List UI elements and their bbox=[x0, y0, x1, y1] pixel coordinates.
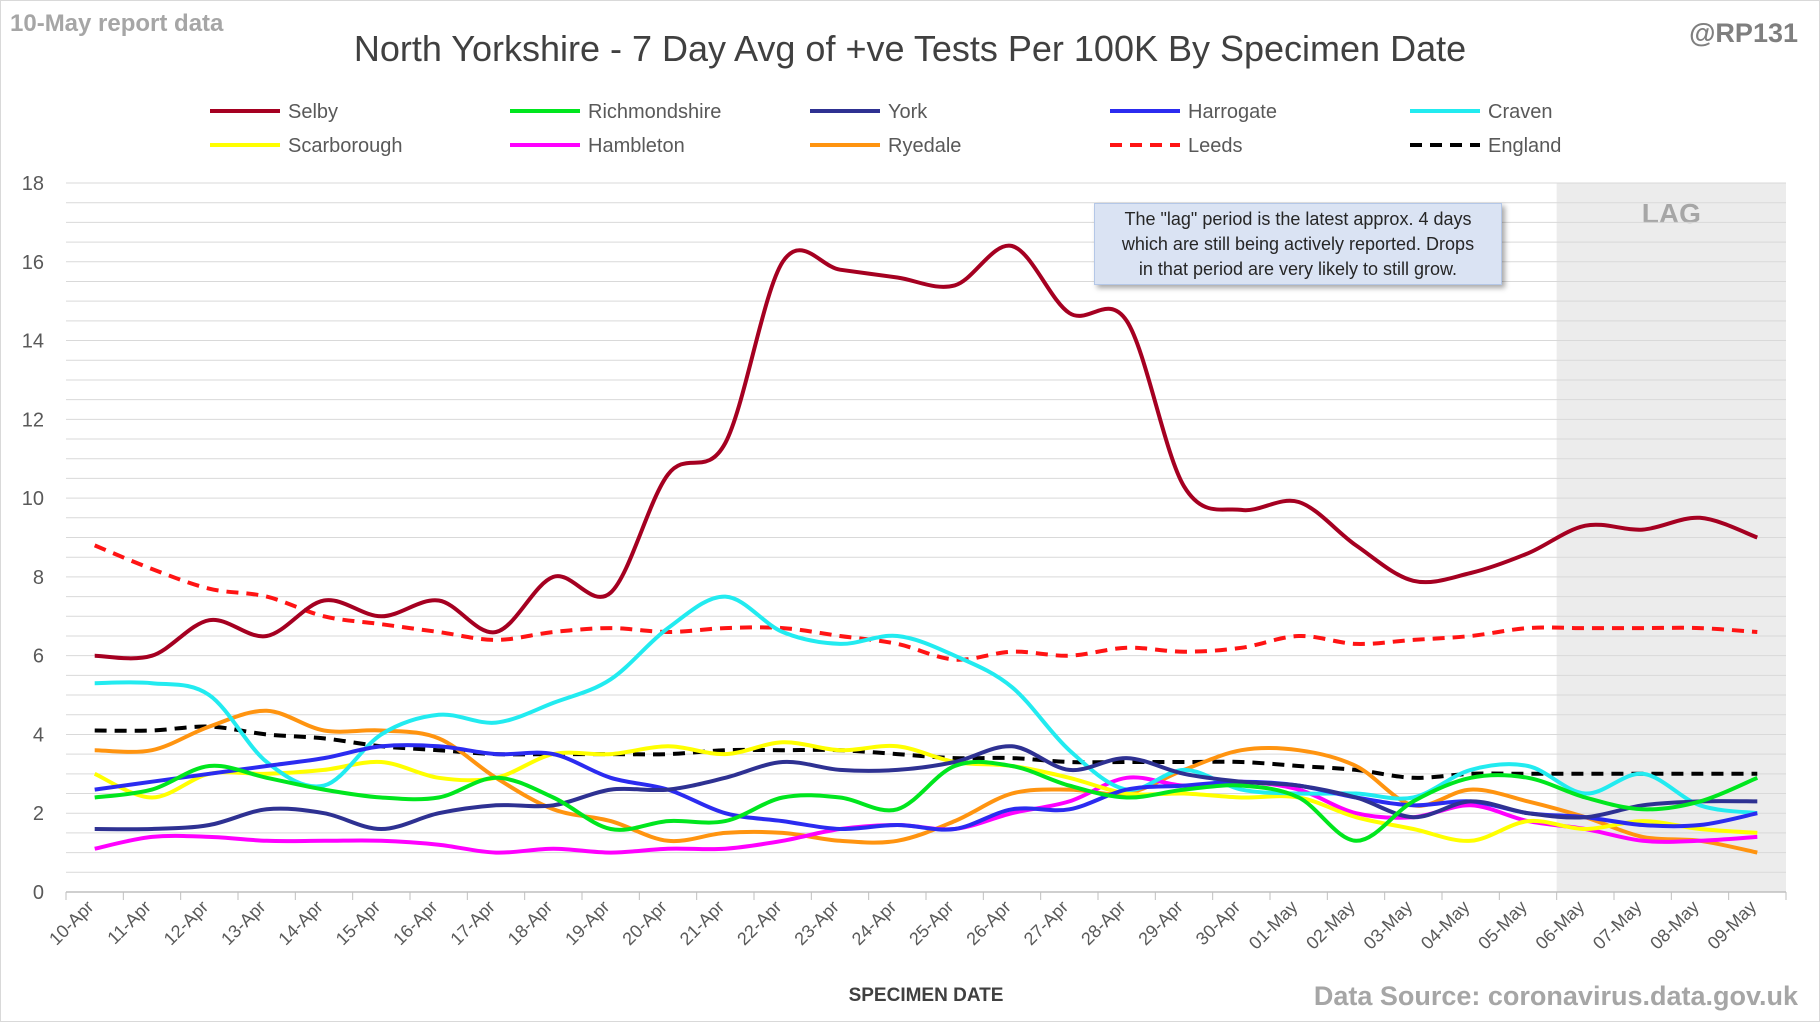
x-tick-label: 22-Apr bbox=[733, 897, 785, 949]
x-tick-label: 12-Apr bbox=[160, 897, 212, 949]
x-tick-label: 03-May bbox=[1360, 897, 1417, 954]
x-tick-label: 06-May bbox=[1532, 897, 1589, 954]
series-line-scarborough bbox=[93, 740, 1758, 843]
legend-label-leeds: Leeds bbox=[1188, 135, 1243, 157]
series-line-craven bbox=[94, 594, 1758, 816]
lag-note-line-1: The "lag" period is the latest approx. 4… bbox=[1124, 209, 1472, 229]
x-tick-label: 09-May bbox=[1704, 897, 1761, 954]
x-tick-label: 02-May bbox=[1302, 897, 1359, 954]
lag-note-line-3: in that period are very likely to still … bbox=[1138, 259, 1458, 279]
y-tick-label: 14 bbox=[22, 331, 44, 353]
legend-label-harrogate: Harrogate bbox=[1188, 101, 1277, 123]
report-date-label: 10-May report data bbox=[10, 10, 224, 37]
y-tick-label: 0 bbox=[33, 882, 44, 904]
x-tick-label: 11-Apr bbox=[103, 897, 154, 948]
x-tick-label: 07-May bbox=[1589, 897, 1646, 954]
x-tick-label: 25-Apr bbox=[905, 897, 957, 949]
x-tick-label: 27-Apr bbox=[1020, 897, 1072, 949]
legend-label-england: England bbox=[1488, 135, 1561, 157]
y-tick-label: 6 bbox=[33, 646, 44, 668]
data-source: Data Source: coronavirus.data.gov.uk bbox=[1313, 981, 1798, 1011]
x-tick-label: 05-May bbox=[1474, 897, 1531, 954]
series-line-ryedale bbox=[94, 708, 1758, 855]
x-tick-label: 18-Apr bbox=[504, 897, 556, 949]
series-line-leeds bbox=[93, 543, 1758, 662]
x-tick-label: 08-May bbox=[1646, 897, 1703, 954]
y-tick-label: 12 bbox=[22, 409, 44, 431]
x-tick-label: 19-Apr bbox=[561, 897, 613, 949]
legend-label-hambleton: Hambleton bbox=[588, 135, 685, 157]
chart-title: North Yorkshire - 7 Day Avg of +ve Tests… bbox=[353, 28, 1467, 69]
x-tick-label: 23-Apr bbox=[790, 897, 842, 949]
legend-label-ryedale: Ryedale bbox=[888, 135, 961, 157]
legend-label-craven: Craven bbox=[1488, 101, 1552, 123]
x-tick-label: 20-Apr bbox=[618, 897, 670, 949]
y-tick-label: 10 bbox=[22, 488, 44, 510]
x-tick-label: 17-Apr bbox=[446, 897, 498, 949]
x-tick-label: 14-Apr bbox=[274, 897, 326, 949]
x-tick-label: 30-Apr bbox=[1192, 897, 1244, 949]
y-tick-label: 16 bbox=[22, 252, 44, 274]
x-tick-label: 15-Apr bbox=[332, 897, 384, 949]
series-line-york bbox=[94, 744, 1758, 832]
x-tick-label: 26-Apr bbox=[962, 897, 1014, 949]
x-tick-label: 10-Apr bbox=[45, 897, 97, 949]
legend-label-richmondshire: Richmondshire bbox=[588, 101, 721, 123]
lag-note-line-2: which are still being actively reported.… bbox=[1121, 234, 1475, 254]
legend-label-york: York bbox=[888, 101, 928, 123]
y-tick-label: 4 bbox=[33, 724, 44, 746]
x-tick-label: 28-Apr bbox=[1077, 897, 1129, 949]
x-tick-label: 29-Apr bbox=[1134, 897, 1186, 949]
y-tick-label: 2 bbox=[33, 803, 44, 825]
legend-label-selby: Selby bbox=[288, 101, 338, 123]
lag-note-box: The "lag" period is the latest approx. 4… bbox=[1094, 203, 1502, 285]
x-tick-label: 04-May bbox=[1417, 897, 1474, 954]
x-tick-label: 13-Apr bbox=[217, 897, 269, 949]
x-tick-label: 01-May bbox=[1245, 897, 1302, 954]
series-line-selby bbox=[94, 243, 1759, 661]
series-line-richmondshire bbox=[94, 759, 1759, 843]
x-tick-label: 21-Apr bbox=[676, 897, 728, 949]
y-tick-label: 18 bbox=[22, 173, 44, 195]
author-handle: @RP131 bbox=[1689, 18, 1798, 48]
x-tick-label: 24-Apr bbox=[848, 897, 900, 949]
x-axis-title: SPECIMEN DATE bbox=[849, 985, 1004, 1006]
legend-label-scarborough: Scarborough bbox=[288, 135, 403, 157]
x-tick-label: 16-Apr bbox=[389, 897, 441, 949]
y-tick-label: 8 bbox=[33, 567, 44, 589]
